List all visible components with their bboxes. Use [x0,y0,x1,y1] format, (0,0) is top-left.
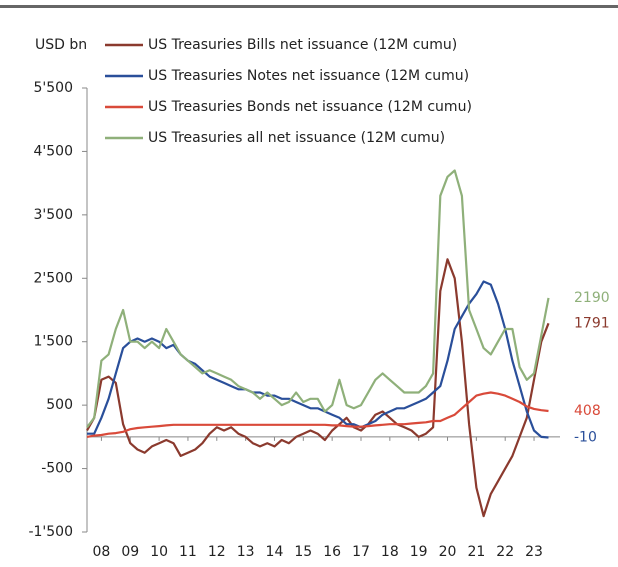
y-tick-label: 500 [46,397,73,413]
x-tick-label: 18 [381,544,399,560]
series-line [86,169,550,428]
x-tick-label: 14 [266,544,284,560]
legend-label: US Treasuries all net issuance (12M cumu… [148,130,445,146]
series-line [87,280,549,439]
series-line [86,391,549,438]
x-tick-label: 19 [410,544,428,560]
legend-label: US Treasuries Bills net issuance (12M cu… [148,37,457,53]
y-axis-label: USD bn [35,37,87,53]
end-label: 408 [574,403,601,419]
x-tick-label: 22 [496,544,514,560]
end-label: 1791 [574,315,610,331]
y-tick-label: -1'500 [28,524,73,540]
x-tick-label: 08 [93,544,111,560]
end-label: -10 [574,429,597,445]
y-tick-label: 1'500 [34,334,73,350]
legend-label: US Treasuries Bonds net issuance (12M cu… [148,99,472,115]
series-line [86,258,550,518]
x-tick-label: 12 [208,544,226,560]
x-tick-label: 10 [150,544,168,560]
x-tick-label: 11 [179,544,197,560]
x-tick-label: 17 [352,544,370,560]
x-tick-label: 13 [237,544,255,560]
x-tick-label: 21 [467,544,485,560]
top-rule [0,5,618,8]
y-tick-label: -500 [41,461,73,477]
end-label: 2190 [574,290,610,306]
y-tick-label: 3'500 [34,207,73,223]
x-tick-label: 15 [294,544,312,560]
y-tick-label: 2'500 [34,270,73,286]
x-tick-label: 20 [439,544,457,560]
y-tick-label: 5'500 [34,80,73,96]
y-tick-label: 4'500 [34,143,73,159]
legend-label: US Treasuries Notes net issuance (12M cu… [148,68,469,84]
x-tick-label: 16 [323,544,341,560]
x-tick-label: 23 [525,544,543,560]
x-tick-label: 09 [121,544,139,560]
